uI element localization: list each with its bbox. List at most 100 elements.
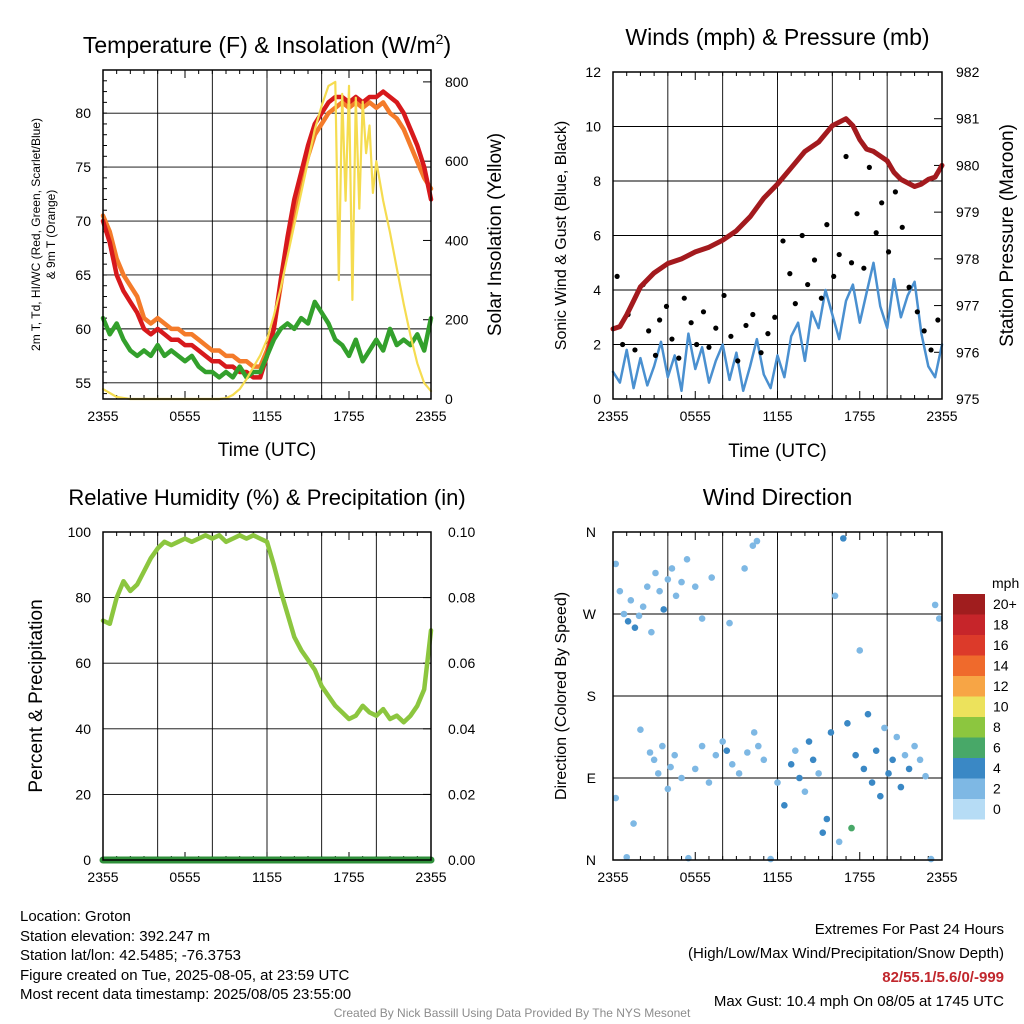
credit-line: Created By Nick Bassill Using Data Provi… [333,1006,691,1020]
y2-tick-label: 0.08 [448,590,475,606]
direction-point [683,556,691,563]
x-tick-label: 0555 [680,408,711,424]
direction-point [654,770,662,777]
direction-point [787,761,795,768]
x-tick-label: 1155 [762,408,792,424]
y-tick-label: 40 [75,721,91,737]
y2-tick-label: 975 [956,391,980,407]
legend-label: 0 [993,801,1001,817]
direction-point [881,724,888,732]
y-axis-label: Direction (Colored By Speed) [553,592,570,800]
legend-label: 4 [993,760,1001,776]
extremes-panel: Extremes For Past 24 Hours (High/Low/Max… [688,918,1004,1014]
direction-point [877,792,884,800]
y2-tick-label: 0.10 [448,524,475,540]
y2-tick-label: 0.06 [448,655,475,671]
y2-tick-label: 979 [956,204,980,220]
legend-label: 10 [993,699,1009,715]
gust-point [843,153,849,160]
gust-point [750,311,756,318]
x-tick-label: 0555 [169,869,200,885]
gust-point [831,273,837,279]
direction-point [646,749,654,756]
direction-point [760,756,768,764]
legend-swatch [953,758,985,779]
y-tick-label: 65 [75,267,91,283]
legend-swatch [953,778,985,799]
x-tick-label: 2355 [597,869,628,885]
y2-axis-label: Solar Insolation (Yellow) [485,133,506,336]
direction-point [744,749,751,756]
y2-axis-label: Station Pressure (Maroon) [997,124,1018,347]
legend-title: mph [992,575,1019,591]
direction-point [612,560,620,568]
direction-point [815,770,822,777]
gust-point [688,320,694,326]
station-latlon: Station lat/lon: 42.5485; -76.3753 [20,947,242,964]
y2-tick-label: 980 [956,157,980,173]
x-tick-label: 2355 [415,869,446,885]
gust-point [652,352,659,358]
legend-swatch [953,614,985,635]
gust-point [728,333,734,339]
gust-point [765,331,771,337]
gust-point [818,295,824,301]
direction-point [885,770,892,777]
direction-point [660,606,668,613]
y-tick-label: 0 [83,852,91,868]
gust-point [811,257,818,263]
extremes-title: Extremes For Past 24 Hours [814,921,1004,938]
direction-point [691,765,699,773]
winds-panel: 0 2 4 6 8 10 12 975 976 977 978 979 980 981 982 2355 055… [553,24,1018,462]
gust-point [928,347,934,353]
legend-swatch [953,655,985,676]
direction-point [801,788,809,795]
direction-point [668,565,676,572]
direction-point [708,574,715,581]
legend-label: 6 [993,740,1001,756]
direction-point [659,742,666,750]
chart-title: Wind Direction [703,484,853,510]
legend-label: 16 [993,637,1009,653]
direction-point [650,756,658,764]
y-tick-label: S [587,688,596,704]
direction-point [844,720,851,727]
plot-frame [102,69,432,400]
x-tick-label: 2355 [415,408,446,424]
gust-point [676,355,682,361]
direction-point [620,610,628,618]
x-tick-label: 2355 [926,408,957,424]
direction-point [630,820,637,827]
y2-tick-label: 0.00 [448,852,475,868]
recent-timestamp: Most recent data timestamp: 2025/08/05 2… [20,986,352,1003]
direction-point [691,583,699,590]
direction-point [728,761,736,768]
direction-point [823,815,831,823]
direction-point [897,783,905,791]
gust-point [861,265,867,271]
y-tick-label: 80 [75,105,91,121]
gust-point [694,341,700,348]
y2-tick-label: 981 [956,111,980,127]
direction-point [612,794,620,802]
y2-tick-label: 200 [445,312,469,328]
x-tick-label: 2355 [87,869,118,885]
gust-point [836,251,842,258]
direction-point [616,587,624,595]
direction-point [916,756,924,764]
plot-frame [612,531,943,861]
max-gust: Max Gust: 10.4 mph On 08/05 at 1745 UTC [713,993,1004,1010]
chart-title: Temperature (F) & Insolation (W/m2) [83,31,451,58]
gust-point [854,211,860,217]
gust-point [906,284,912,290]
y-tick-label: 60 [75,321,91,337]
direction-point [698,615,706,622]
gust-point [879,200,885,206]
direction-point [664,785,672,793]
direction-point [901,751,909,759]
legend-swatch [953,696,985,717]
direction-point [852,751,859,759]
direction-point [648,628,655,636]
direction-point [664,576,672,583]
